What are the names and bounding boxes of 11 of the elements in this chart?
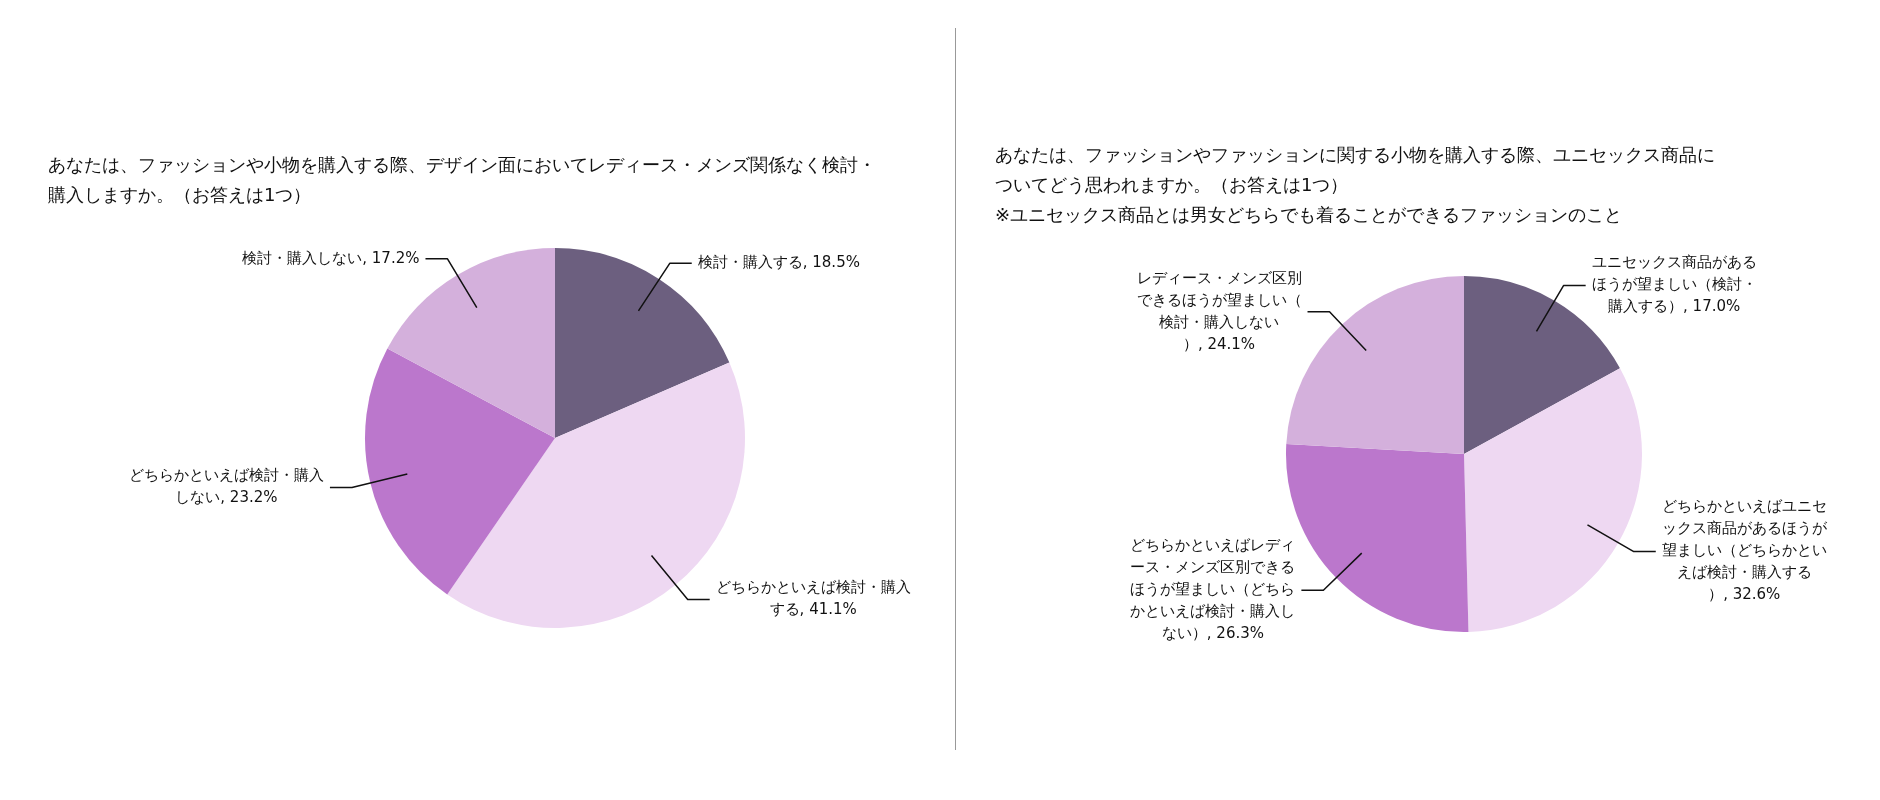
slice-label: 検討・購入する, 18.5%	[697, 253, 860, 272]
slice-label: 検討・購入しない, 17.2%	[242, 248, 420, 267]
slice-label: どちらかといえば検討・購入する, 41.1%	[715, 578, 911, 619]
slice-label: どちらかといえばユニセックス商品があるほうが望ましい（どちらかといえば検討・購入する）, 32.6%	[1661, 497, 1828, 604]
chart-title: あなたは、ファッションや小物を購入する際、デザイン面においてレディース・メンズ関係なく検討・購入しますか。（お答えは1つ）	[48, 153, 877, 207]
slice-label: ユニセックス商品があるほうが望ましい（検討・購入する）, 17.0%	[1591, 253, 1757, 316]
slice-label: レディース・メンズ区別できるほうが望ましい（検討・購入しない）, 24.1%	[1136, 268, 1302, 353]
slice-label: どちらかといえばレディース・メンズ区別できるほうが望ましい（どちらかといえば検討・購入しない）, 26.3%	[1130, 536, 1296, 643]
slice-label: どちらかといえば検討・購入しない, 23.2%	[128, 466, 324, 507]
chart-title: あなたは、ファッションやファッションに関する小物を購入する際、ユニセックス商品についてどう思われますか。（お答えは1つ）	[995, 143, 1715, 197]
chart-subtitle: ※ユニセックス商品とは男女どちらでも着ることができるファッションのこと	[995, 203, 1624, 227]
